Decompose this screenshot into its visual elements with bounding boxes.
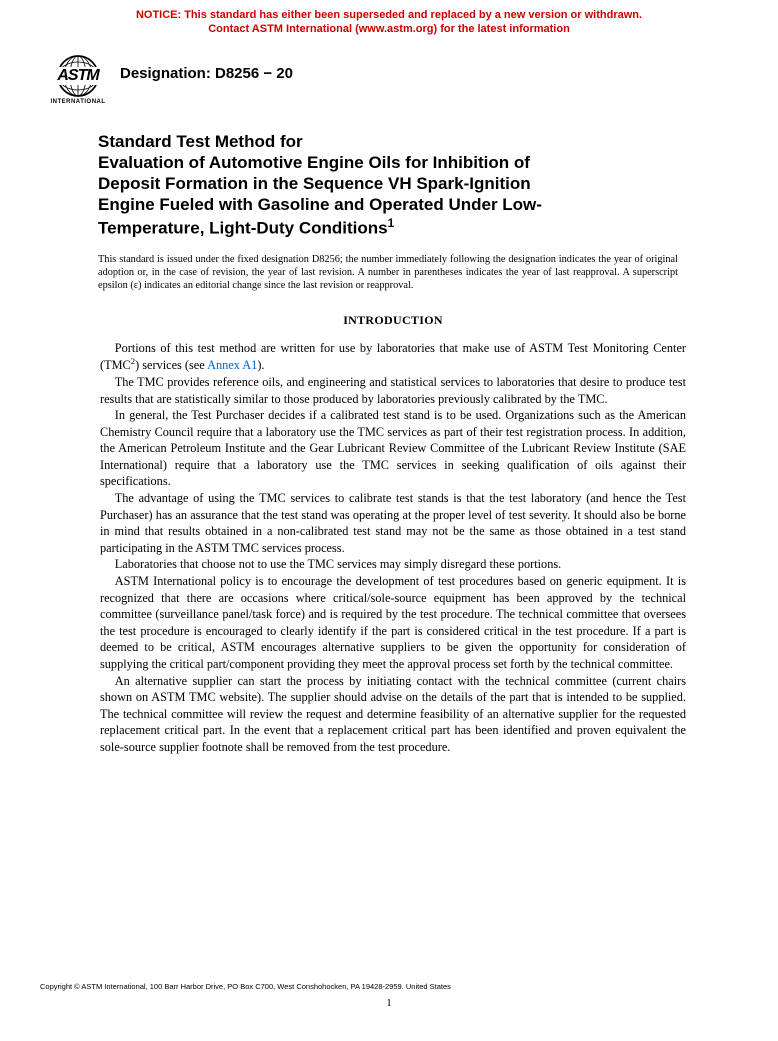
p1-text-b: ) services (see xyxy=(135,358,207,372)
issuance-note: This standard is issued under the fixed … xyxy=(98,253,688,293)
annex-link[interactable]: Annex A1 xyxy=(207,358,257,372)
title-lead: Standard Test Method for xyxy=(98,131,688,152)
title-line-4: Temperature, Light-Duty Conditions xyxy=(98,218,388,237)
title-line-2: Deposit Formation in the Sequence VH Spa… xyxy=(98,174,531,193)
main-content: Standard Test Method for Evaluation of A… xyxy=(0,107,778,756)
intro-para-1: Portions of this test method are written… xyxy=(98,340,688,374)
intro-para-7: An alternative supplier can start the pr… xyxy=(98,673,688,756)
introduction-heading: INTRODUCTION xyxy=(98,313,688,328)
header: ASTM INTERNATIONAL Designation: D8256 − … xyxy=(0,41,778,107)
astm-logo: ASTM INTERNATIONAL xyxy=(48,53,108,107)
notice-line-1: NOTICE: This standard has either been su… xyxy=(136,9,642,21)
page-number: 1 xyxy=(0,997,778,1009)
designation: Designation: D8256 − 20 xyxy=(120,65,293,94)
logo-globe-icon: ASTM xyxy=(56,54,100,98)
intro-para-4: The advantage of using the TMC services … xyxy=(98,490,688,556)
intro-para-3: In general, the Test Purchaser decides i… xyxy=(98,407,688,490)
title-footnote-marker: 1 xyxy=(388,216,395,230)
notice-line-2: Contact ASTM International (www.astm.org… xyxy=(208,23,570,35)
p1-text-c: ). xyxy=(257,358,264,372)
intro-para-5: Laboratories that choose not to use the … xyxy=(98,556,688,573)
notice-banner: NOTICE: This standard has either been su… xyxy=(0,0,778,41)
intro-para-2: The TMC provides reference oils, and eng… xyxy=(98,374,688,407)
copyright: Copyright © ASTM International, 100 Barr… xyxy=(0,982,778,991)
title-line-1: Evaluation of Automotive Engine Oils for… xyxy=(98,153,530,172)
logo-text: ASTM xyxy=(56,67,99,85)
footer: Copyright © ASTM International, 100 Barr… xyxy=(0,982,778,1009)
intro-para-6: ASTM International policy is to encourag… xyxy=(98,573,688,673)
title-main: Evaluation of Automotive Engine Oils for… xyxy=(98,152,688,239)
title-line-3: Engine Fueled with Gasoline and Operated… xyxy=(98,195,542,214)
logo-subtext: INTERNATIONAL xyxy=(50,99,105,105)
